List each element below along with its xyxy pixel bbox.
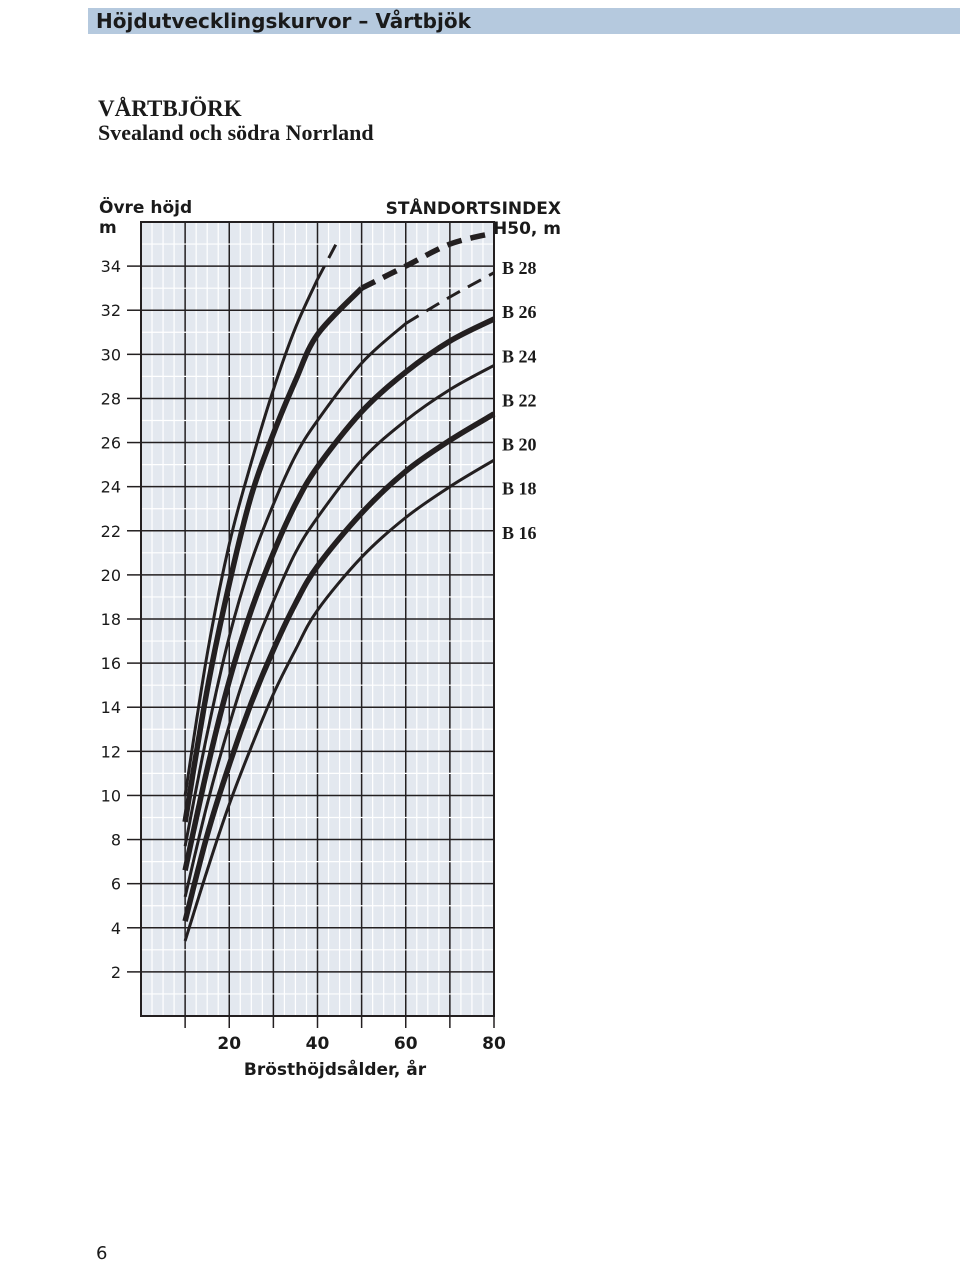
y-tick-label: 28 bbox=[101, 389, 121, 408]
curve-b-22 bbox=[182, 316, 496, 871]
y-tick-label: 26 bbox=[101, 434, 121, 453]
y-tick-label: 6 bbox=[111, 875, 121, 894]
y-tick-label: 10 bbox=[101, 786, 121, 805]
species-title: VÅRTBJÖRK bbox=[98, 96, 242, 121]
x-axis-title: Brösthöjdsålder, år bbox=[244, 1058, 427, 1080]
curve-b-20 bbox=[183, 364, 495, 898]
page-header-title: Höjdutvecklingskurvor – Vårtbjök bbox=[96, 9, 471, 33]
header-bar bbox=[88, 8, 960, 34]
y-tick-label: 18 bbox=[101, 610, 121, 629]
curve-label-b-22: B 22 bbox=[502, 390, 537, 410]
x-axis: 20 40 60 80 bbox=[184, 1016, 506, 1054]
x-tick-label: 20 bbox=[217, 1034, 241, 1054]
curve-label-b-24: B 24 bbox=[502, 346, 537, 366]
curve-b-28 bbox=[183, 278, 319, 796]
x-tick-label: 60 bbox=[394, 1034, 418, 1054]
y-tick-label: 12 bbox=[101, 742, 121, 761]
curve-b-16 bbox=[183, 458, 495, 942]
site-index-title: STÅNDORTSINDEX bbox=[386, 196, 561, 219]
site-index-labels: B 28 B 26 B 24 B 22 B 20 B 18 B 16 bbox=[502, 258, 537, 543]
curve-label-b-18: B 18 bbox=[502, 479, 537, 499]
curve-b-26 bbox=[182, 286, 364, 823]
chart-grid bbox=[141, 222, 494, 1016]
y-tick-label: 16 bbox=[101, 654, 121, 673]
y-tick-label: 2 bbox=[111, 963, 121, 982]
site-index-unit: H50, m bbox=[493, 219, 561, 239]
curve-label-b-16: B 16 bbox=[502, 523, 537, 543]
curve-b-28-extrapolated bbox=[316, 236, 341, 281]
y-tick-label: 14 bbox=[101, 698, 121, 717]
y-tick-label: 32 bbox=[101, 301, 121, 320]
y-axis-title: Övre höjd bbox=[99, 196, 192, 218]
y-axis-unit: m bbox=[99, 218, 117, 238]
curve-label-b-20: B 20 bbox=[502, 435, 537, 455]
curve-b-24 bbox=[183, 322, 407, 847]
curve-b-18 bbox=[182, 411, 496, 922]
y-tick-label: 22 bbox=[101, 522, 121, 541]
site-index-curves bbox=[182, 230, 496, 942]
y-tick-label: 24 bbox=[101, 478, 121, 497]
y-tick-label: 8 bbox=[111, 831, 121, 850]
page-number: 6 bbox=[96, 1243, 108, 1264]
y-tick-label: 34 bbox=[101, 257, 121, 276]
curve-b-26-extrapolated bbox=[360, 230, 495, 291]
y-tick-label: 4 bbox=[111, 919, 121, 938]
curve-b-24-extrapolated bbox=[405, 271, 495, 325]
region-subtitle: Svealand och södra Norrland bbox=[98, 120, 374, 145]
x-tick-label: 80 bbox=[482, 1034, 506, 1054]
x-tick-label: 40 bbox=[306, 1034, 330, 1054]
curve-label-b-26: B 26 bbox=[502, 302, 537, 322]
y-tick-label: 30 bbox=[101, 345, 121, 364]
curve-label-b-28: B 28 bbox=[502, 258, 537, 278]
y-tick-label: 20 bbox=[101, 566, 121, 585]
